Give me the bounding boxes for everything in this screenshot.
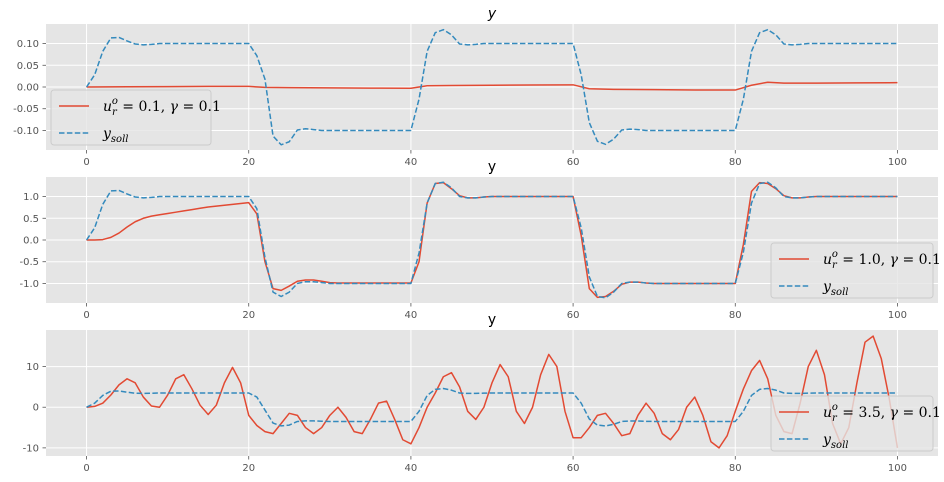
y-tick-label: -0.05 xyxy=(13,104,39,115)
x-tick-label: 100 xyxy=(888,310,907,321)
subplot-title: y xyxy=(488,312,496,328)
y-tick-label: 0.5 xyxy=(23,214,39,225)
y-tick-label: -1.0 xyxy=(19,279,39,290)
subplot-title: y xyxy=(487,6,497,22)
series-line-setpoint xyxy=(85,28,898,146)
legend-label: ysoll xyxy=(822,432,848,451)
x-tick-label: 20 xyxy=(242,157,255,168)
x-tick-label: 20 xyxy=(242,463,255,474)
legend: uro = 3.5, γ = 0.1 ysoll xyxy=(770,395,941,452)
y-tick-label: -0.10 xyxy=(13,126,39,137)
legend: uro = 1.0, γ = 0.1 ysoll xyxy=(770,242,941,299)
x-tick-label: 100 xyxy=(888,463,907,474)
y-tick-label: 0.05 xyxy=(17,61,39,72)
y-tick-label: 10 xyxy=(26,362,39,373)
x-tick-label: 40 xyxy=(405,157,418,168)
legend-label: ysoll xyxy=(102,126,128,145)
y-tick-label: 1.0 xyxy=(23,192,39,203)
series-line-response xyxy=(86,81,898,91)
x-tick-label: 80 xyxy=(729,310,742,321)
series-line-setpoint xyxy=(85,181,898,299)
legend: uro = 0.1, γ = 0.1 ysoll xyxy=(50,89,221,146)
subplot-title: y xyxy=(488,159,496,175)
x-tick-label: 60 xyxy=(567,157,580,168)
y-tick-label: 0.00 xyxy=(17,83,39,94)
y-tick-label: -0.5 xyxy=(19,257,39,268)
y-tick-label: 0 xyxy=(33,403,39,414)
x-tick-label: 0 xyxy=(83,157,89,168)
legend-frame xyxy=(770,242,934,299)
series-line-response xyxy=(86,335,899,449)
y-tick-label: 0.0 xyxy=(23,236,39,247)
y-tick-label: -10 xyxy=(23,443,39,454)
x-tick-label: 40 xyxy=(405,463,418,474)
legend-label: uro = 3.5, γ = 0.1 xyxy=(823,402,941,424)
x-tick-label: 20 xyxy=(242,310,255,321)
legend-frame xyxy=(770,395,934,452)
y-tick-label: 0.10 xyxy=(17,39,39,50)
x-tick-label: 60 xyxy=(567,310,580,321)
x-tick-label: 80 xyxy=(729,463,742,474)
legend-label: ysoll xyxy=(822,279,848,298)
legend-frame xyxy=(50,89,212,146)
legend-label: uro = 0.1, γ = 0.1 xyxy=(103,96,221,118)
subplot-3: 0 20 40 60 80 100 -10 0 10 y uro = 3.5, γ = 0.1 yso… xyxy=(23,312,941,474)
x-tick-label: 0 xyxy=(83,463,89,474)
x-tick-label: 60 xyxy=(567,463,580,474)
legend-label: uro = 1.0, γ = 0.1 xyxy=(823,249,941,271)
subplot-1: 0 20 40 60 80 100 -0.10 -0.05 0.00 0.05 0.10 y uro =… xyxy=(13,6,938,168)
x-tick-label: 100 xyxy=(888,157,907,168)
x-tick-label: 0 xyxy=(83,310,89,321)
x-tick-label: 40 xyxy=(405,310,418,321)
x-tick-label: 80 xyxy=(729,157,742,168)
series-line-setpoint xyxy=(86,387,898,427)
subplot-2: 0 20 40 60 80 100 -1.0 -0.5 0.0 0.5 1.0 y uro = 1.0,… xyxy=(19,159,940,321)
